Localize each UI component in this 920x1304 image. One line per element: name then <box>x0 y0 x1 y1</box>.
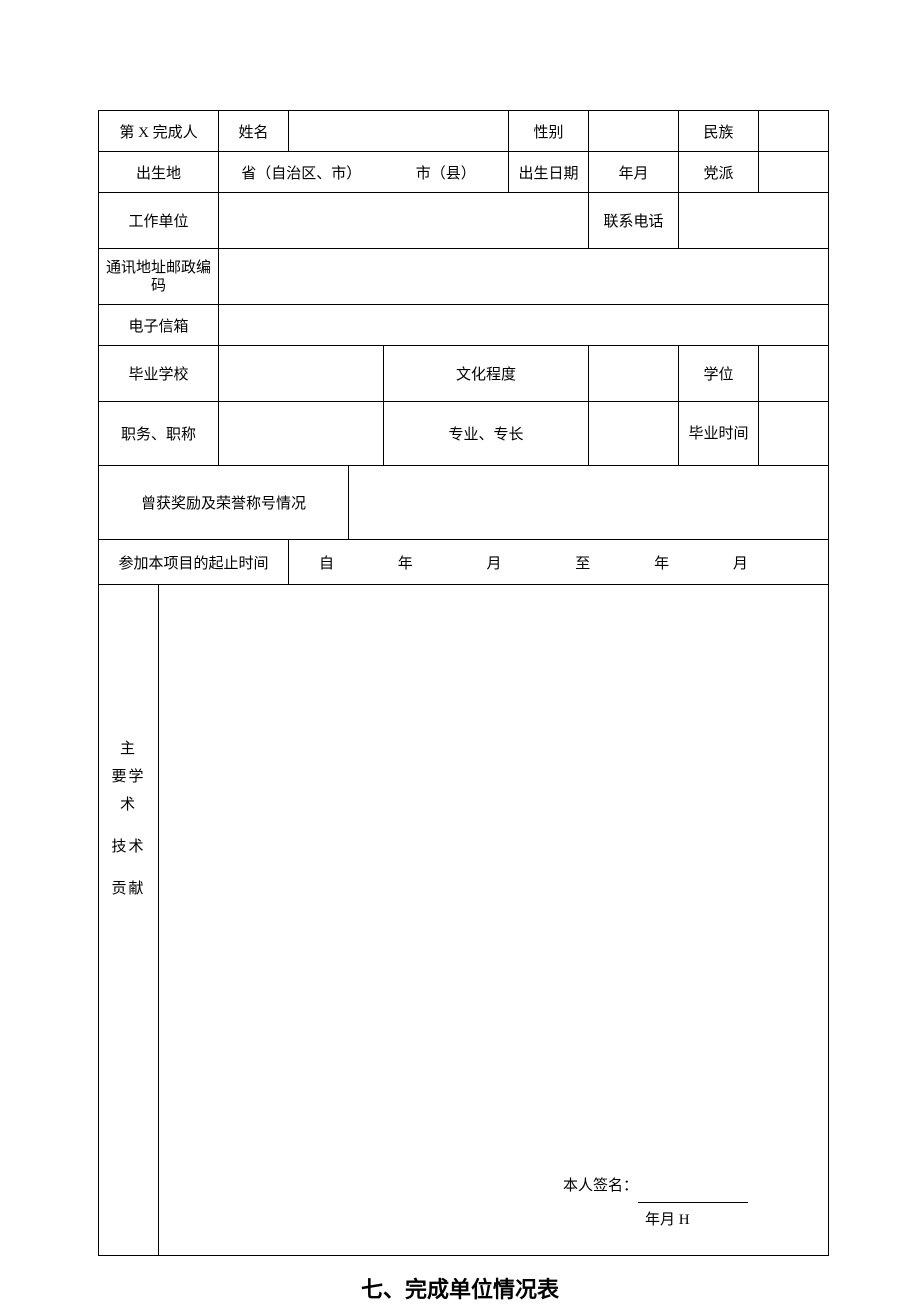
phone-label: 联系电话 <box>589 193 679 249</box>
birthdate-value[interactable]: 年月 <box>589 152 679 193</box>
period-month1: 月 <box>487 556 502 572</box>
row-school: 毕业学校 文化程度 学位 <box>99 346 829 402</box>
address-label: 通讯地址邮政编码 <box>99 249 219 305</box>
honors-value[interactable] <box>349 466 829 540</box>
vlabel-3: 术 <box>111 791 146 819</box>
row-birthplace: 出生地 省（自治区、市） 市（县） 出生日期 年月 党派 <box>99 152 829 193</box>
email-label: 电子信箱 <box>99 305 219 346</box>
period-month2: 月 <box>733 556 748 572</box>
signature-label: 本人签名： <box>563 1178 638 1194</box>
gender-value[interactable] <box>589 111 679 152</box>
name-value[interactable] <box>289 111 509 152</box>
province-value[interactable]: 省（自治区、市） <box>219 152 384 193</box>
period-from: 自 <box>319 556 334 572</box>
major-value[interactable] <box>589 402 679 466</box>
address-value[interactable] <box>219 249 829 305</box>
position-value[interactable] <box>219 402 384 466</box>
period-label: 参加本项目的起止时间 <box>99 540 289 585</box>
gradtime-value[interactable] <box>759 402 829 466</box>
vlabel-1: 主 <box>111 735 146 763</box>
email-value[interactable] <box>219 305 829 346</box>
signature-date: 年月 H <box>645 1203 748 1237</box>
row-contribution: 主 要学 术 技术 贡献 本人签名： 年月 H <box>99 585 829 1256</box>
form-table: 第 X 完成人 姓名 性别 民族 出生地 省（自治区、市） 市（县） 出生日期 … <box>98 110 829 1256</box>
period-to: 至 <box>575 556 590 572</box>
signature-block: 本人签名： 年月 H <box>563 1169 748 1237</box>
major-label: 专业、专长 <box>384 402 589 466</box>
gender-label: 性别 <box>509 111 589 152</box>
workunit-label: 工作单位 <box>99 193 219 249</box>
completer-label: 第 X 完成人 <box>99 111 219 152</box>
period-year1: 年 <box>398 556 413 572</box>
period-year2: 年 <box>654 556 669 572</box>
position-label: 职务、职称 <box>99 402 219 466</box>
honors-label: 曾获奖励及荣誉称号情况 <box>99 466 349 540</box>
birthdate-label: 出生日期 <box>509 152 589 193</box>
workunit-value[interactable] <box>219 193 589 249</box>
row-workunit: 工作单位 联系电话 <box>99 193 829 249</box>
contribution-label: 主 要学 术 技术 贡献 <box>99 585 159 1256</box>
vlabel-4: 技术 <box>111 833 146 861</box>
row-honors: 曾获奖励及荣誉称号情况 <box>99 466 829 540</box>
city-value[interactable]: 市（县） <box>384 152 509 193</box>
page: 第 X 完成人 姓名 性别 民族 出生地 省（自治区、市） 市（县） 出生日期 … <box>0 0 920 1304</box>
edu-label: 文化程度 <box>384 346 589 402</box>
name-label: 姓名 <box>219 111 289 152</box>
row-position: 职务、职称 专业、专长 毕业时间 <box>99 402 829 466</box>
vlabel-2: 要学 <box>111 763 146 791</box>
phone-value[interactable] <box>679 193 829 249</box>
edu-value[interactable] <box>589 346 679 402</box>
gradtime-label: 毕业时间 <box>679 402 759 466</box>
row-email: 电子信箱 <box>99 305 829 346</box>
row-address: 通讯地址邮政编码 <box>99 249 829 305</box>
birthplace-label: 出生地 <box>99 152 219 193</box>
school-value[interactable] <box>219 346 384 402</box>
party-label: 党派 <box>679 152 759 193</box>
degree-value[interactable] <box>759 346 829 402</box>
contribution-value[interactable]: 本人签名： 年月 H <box>159 585 829 1256</box>
row-period: 参加本项目的起止时间 自 年 月 至 年 月 <box>99 540 829 585</box>
degree-label: 学位 <box>679 346 759 402</box>
vlabel-5: 贡献 <box>111 875 146 903</box>
party-value[interactable] <box>759 152 829 193</box>
section-title: 七、完成单位情况表 <box>0 1272 920 1304</box>
school-label: 毕业学校 <box>99 346 219 402</box>
period-value[interactable]: 自 年 月 至 年 月 <box>289 540 829 585</box>
row-completer: 第 X 完成人 姓名 性别 民族 <box>99 111 829 152</box>
ethnic-label: 民族 <box>679 111 759 152</box>
ethnic-value[interactable] <box>759 111 829 152</box>
